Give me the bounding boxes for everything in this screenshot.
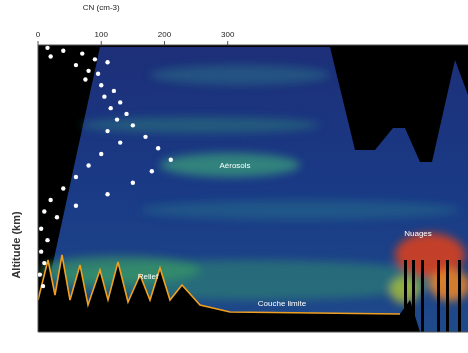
cn-point (61, 49, 65, 53)
curtain (38, 47, 468, 332)
layer (80, 117, 320, 133)
stripe (421, 260, 424, 332)
cn-point (55, 215, 59, 219)
cn-point (39, 226, 43, 230)
cn-point (41, 284, 45, 288)
cn-point (86, 69, 90, 73)
layer (150, 65, 330, 85)
annotation: Nuages (404, 229, 432, 238)
x-tick (164, 41, 165, 45)
y-axis-line (38, 45, 39, 332)
cn-point (39, 249, 43, 253)
cn-point (150, 169, 154, 173)
plot-frame (38, 332, 468, 333)
stripe (404, 260, 407, 332)
cn-point (131, 181, 135, 185)
cn-point (99, 152, 103, 156)
annotation: Relief (138, 272, 159, 281)
cn-point (131, 123, 135, 127)
cn-point (109, 106, 113, 110)
cn-point (74, 204, 78, 208)
annotation: Couche limite (258, 299, 307, 308)
x-tick (101, 41, 102, 45)
cn-point (169, 158, 173, 162)
cn-point (42, 261, 46, 265)
terrain (38, 255, 420, 332)
cn-point (96, 72, 100, 76)
x-tick-label: 200 (158, 30, 172, 39)
cn-point (83, 77, 87, 81)
cn-point (115, 117, 119, 121)
cn-point (45, 238, 49, 242)
cn-point (74, 175, 78, 179)
cn-point (102, 94, 106, 98)
cn-point (105, 192, 109, 196)
cn-point (38, 272, 42, 276)
x-axis-label: CN (cm-3) (83, 3, 120, 12)
x-tick-label: 100 (95, 30, 109, 39)
x-tick-label: 0 (36, 30, 41, 39)
cn-point (74, 63, 78, 67)
cn-point (93, 57, 97, 61)
x-tick-label: 300 (221, 30, 235, 39)
annotation: Aérosols (219, 161, 250, 170)
plot-background (38, 45, 468, 332)
cn-profile (38, 46, 173, 289)
cn-point (61, 186, 65, 190)
cn-point (99, 83, 103, 87)
cn-point (45, 46, 49, 50)
cn-point (112, 89, 116, 93)
stripe (437, 260, 440, 332)
x-axis-line (38, 45, 468, 46)
stripe (412, 260, 415, 332)
aerosol-layer (160, 153, 300, 177)
x-tick (227, 41, 228, 45)
boundary-line (38, 255, 400, 314)
cn-point (48, 198, 52, 202)
layer (140, 200, 460, 220)
curtain-texture (40, 65, 468, 304)
cn-point (143, 135, 147, 139)
cn-point (105, 129, 109, 133)
cn-point (42, 209, 46, 213)
cn-point (118, 100, 122, 104)
cn-point (156, 146, 160, 150)
x-tick (38, 41, 39, 45)
cn-point (80, 51, 84, 55)
y-axis-label: Altitude (km) (10, 211, 22, 279)
cn-point (124, 112, 128, 116)
stripe (458, 260, 461, 332)
cn-point (105, 60, 109, 64)
chart: 0 100 200 300 CN (cm-3) Altitude (km) Aérosols… (0, 0, 468, 353)
stripe (446, 260, 449, 332)
lidar-curtain (38, 45, 468, 332)
cn-point (118, 140, 122, 144)
cn-point (48, 54, 52, 58)
cn-point (86, 163, 90, 167)
